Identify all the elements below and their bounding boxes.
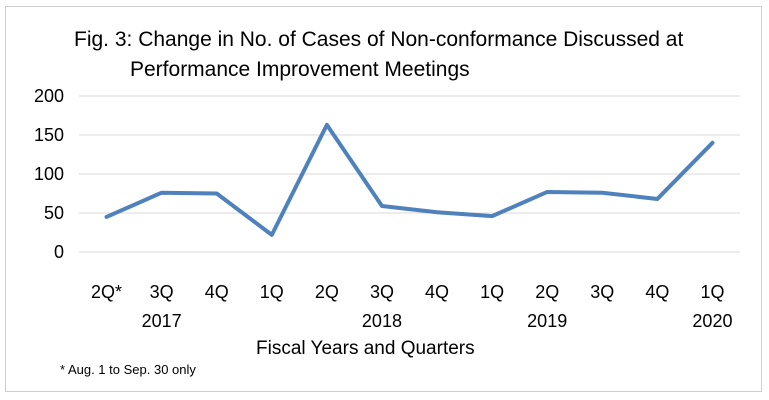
x-tick-label: 2Q [315, 282, 339, 302]
data-point [545, 190, 549, 194]
x-tick-label: 3Q [370, 282, 394, 302]
x-tick-label: 1Q [700, 282, 724, 302]
chart-title-line-1: Fig. 3: Change in No. of Cases of Non-co… [74, 28, 684, 51]
data-point [710, 141, 714, 145]
x-tick-label: 1Q [260, 282, 284, 302]
x-tick-label: 1Q [480, 282, 504, 302]
y-tick-label: 100 [34, 164, 64, 184]
x-tick-label: 4Q [205, 282, 229, 302]
x-year-label: 2020 [692, 311, 732, 331]
data-point [105, 215, 109, 219]
y-tick-label: 0 [54, 242, 64, 262]
y-tick-label: 200 [34, 86, 64, 106]
data-point [380, 204, 384, 208]
y-tick-label: 50 [44, 203, 64, 223]
data-point [215, 192, 219, 195]
x-axis-label: Fiscal Years and Quarters [256, 338, 475, 359]
data-point [655, 197, 659, 201]
x-tick-label: 2Q* [91, 282, 122, 302]
y-tick-label: 150 [34, 125, 64, 145]
x-tick-label: 4Q [645, 282, 669, 302]
data-point [270, 233, 274, 237]
footnote: * Aug. 1 to Sep. 30 only [60, 362, 196, 377]
data-point [435, 210, 439, 214]
x-tick-label: 4Q [425, 282, 449, 302]
x-tick-label: 2Q [535, 282, 559, 302]
x-tick-label: 3Q [590, 282, 614, 302]
chart-title-line-2: Performance Improvement Meetings [130, 58, 470, 81]
x-year-label: 2019 [527, 311, 567, 331]
x-tick-label: 3Q [150, 282, 174, 302]
x-year-label: 2017 [142, 311, 182, 331]
chart-frame [5, 6, 762, 392]
data-point [325, 123, 329, 127]
data-point [160, 191, 164, 195]
series-line [104, 122, 715, 237]
x-year-label: 2018 [362, 311, 402, 331]
data-point [490, 214, 494, 218]
data-point [600, 191, 604, 195]
